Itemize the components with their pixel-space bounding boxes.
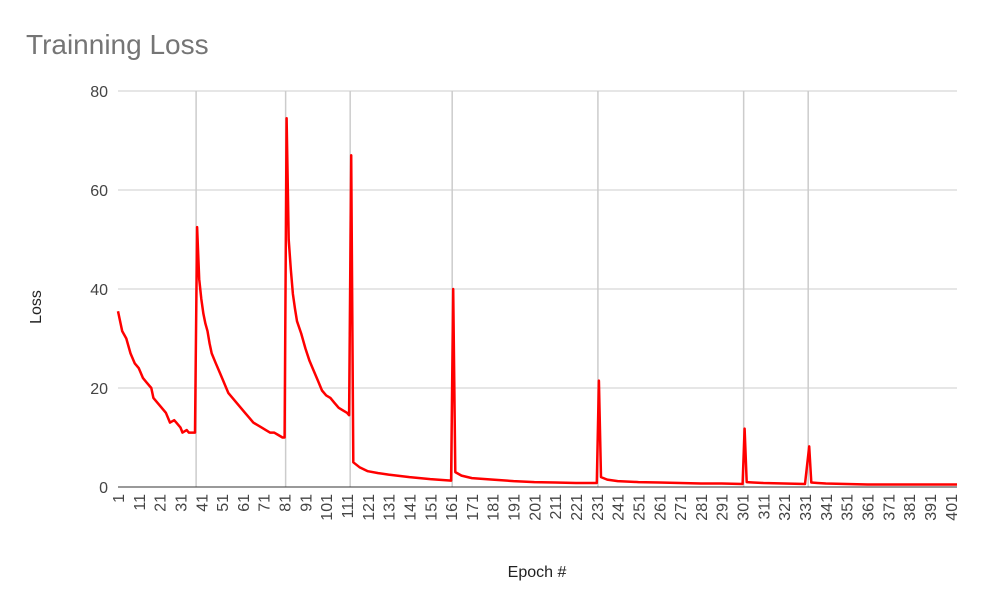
x-tick-label: 291 bbox=[715, 494, 732, 521]
y-tick-labels: 0 20 40 60 80 bbox=[90, 84, 108, 497]
x-tick-label: 71 bbox=[257, 494, 274, 512]
x-tick-label: 101 bbox=[319, 494, 336, 521]
loss-series-line bbox=[116, 116, 957, 486]
x-tick-label: 141 bbox=[402, 494, 419, 521]
x-tick-label: 281 bbox=[694, 494, 711, 521]
x-tick-label: 41 bbox=[194, 494, 211, 512]
x-tick-label: 401 bbox=[944, 494, 961, 521]
x-tick-label: 351 bbox=[840, 494, 857, 521]
y-tick-label: 0 bbox=[99, 480, 108, 497]
x-tick-label: 331 bbox=[798, 494, 815, 521]
y-tick-label: 60 bbox=[90, 183, 108, 200]
x-tick-label: 51 bbox=[215, 494, 232, 512]
x-tick-label: 21 bbox=[153, 494, 170, 512]
x-axis-label: Epoch # bbox=[508, 564, 567, 581]
x-tick-label: 191 bbox=[507, 494, 524, 521]
x-tick-label: 81 bbox=[278, 494, 295, 512]
x-tick-label: 211 bbox=[548, 494, 565, 520]
x-tick-label: 31 bbox=[173, 494, 190, 512]
x-tick-label: 61 bbox=[236, 494, 253, 512]
x-tick-label: 321 bbox=[777, 494, 794, 521]
y-tick-label: 80 bbox=[90, 84, 108, 101]
x-tick-label: 231 bbox=[590, 494, 607, 521]
x-tick-label: 261 bbox=[652, 494, 669, 521]
x-tick-label: 111 bbox=[340, 494, 357, 518]
x-tick-label: 361 bbox=[860, 494, 877, 521]
x-tick-label: 221 bbox=[569, 494, 586, 521]
series-layer bbox=[116, 116, 957, 486]
x-tick-label: 121 bbox=[361, 494, 378, 521]
y-axis-label: Loss bbox=[28, 290, 45, 324]
x-tick-label: 241 bbox=[611, 494, 628, 521]
x-tick-label: 371 bbox=[881, 494, 898, 521]
x-tick-label: 341 bbox=[819, 494, 836, 521]
y-tick-label: 40 bbox=[90, 282, 108, 299]
x-tick-label: 1 bbox=[111, 494, 128, 503]
x-tick-label: 91 bbox=[298, 494, 315, 512]
x-tick-label: 271 bbox=[673, 494, 690, 521]
y-tick-label: 20 bbox=[90, 381, 108, 398]
grid-layer bbox=[118, 90, 957, 389]
x-tick-label: 131 bbox=[382, 494, 399, 521]
x-tick-label: 151 bbox=[423, 494, 440, 521]
x-tick-label: 171 bbox=[465, 494, 482, 521]
x-tick-label: 181 bbox=[486, 494, 503, 521]
x-tick-label: 391 bbox=[923, 494, 940, 521]
chart-title: Trainning Loss bbox=[26, 29, 209, 60]
x-tick-label: 201 bbox=[527, 494, 544, 521]
x-tick-label: 301 bbox=[736, 494, 753, 521]
x-tick-label: 251 bbox=[631, 494, 648, 521]
x-tick-label: 381 bbox=[902, 494, 919, 521]
x-tick-label: 11 bbox=[132, 494, 149, 511]
x-tick-labels: 1 11 21 31 41 51 61 71 81 91 101 111 121 131 141 151 161… bbox=[111, 494, 961, 521]
x-tick-label: 161 bbox=[444, 494, 461, 521]
x-tick-label: 311 bbox=[756, 494, 773, 520]
